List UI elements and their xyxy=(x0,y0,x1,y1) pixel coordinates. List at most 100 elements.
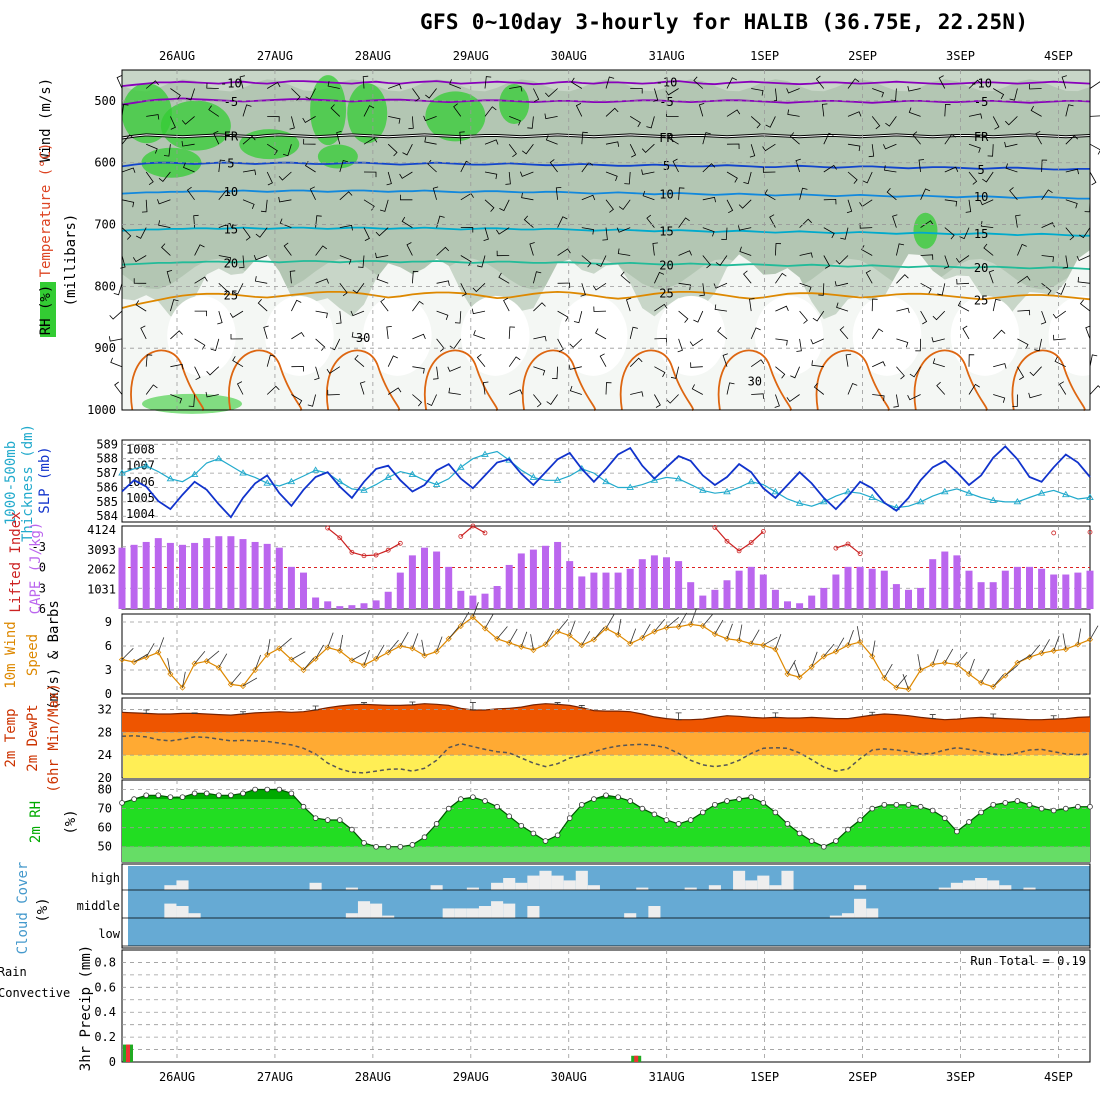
wind-barb xyxy=(483,227,489,241)
cape-bar xyxy=(650,555,658,609)
wind-barb xyxy=(242,199,255,210)
wind-barb xyxy=(775,272,787,284)
rh-marker xyxy=(228,792,234,799)
wind-barb xyxy=(551,366,558,380)
wind-barb xyxy=(379,199,389,212)
wind-barb-10m xyxy=(992,674,1004,688)
wind-barb xyxy=(847,111,862,117)
wind-barb xyxy=(336,130,342,145)
cloud-high-bar xyxy=(757,875,770,890)
thickness-tick-label: 586 xyxy=(96,480,118,494)
wind-barb xyxy=(145,384,158,395)
wind-barb xyxy=(114,381,123,395)
wind-barb xyxy=(896,307,910,314)
wind-barb xyxy=(302,116,316,124)
wind-barb xyxy=(1012,394,1018,407)
wind-barb xyxy=(388,83,402,90)
wind-barb xyxy=(194,366,201,381)
wind-barb xyxy=(1005,116,1018,126)
wind-barb xyxy=(896,366,905,380)
rh-marker xyxy=(216,792,222,799)
cape-bar xyxy=(675,561,683,609)
wind-barb xyxy=(654,303,668,312)
rh-marker xyxy=(457,796,464,802)
rh-marker xyxy=(808,838,815,844)
wind-barb-10m xyxy=(896,675,908,688)
wind-barb-10m xyxy=(182,671,186,688)
wind-barb xyxy=(599,353,607,367)
lifted-index-marker xyxy=(845,541,851,547)
wind-barb xyxy=(992,298,1001,312)
wind-barb xyxy=(672,158,679,173)
wind-barb-10m xyxy=(811,651,818,667)
date-label-top: 4SEP xyxy=(1044,49,1073,63)
rh-marker xyxy=(518,822,525,829)
rh-marker xyxy=(869,805,875,812)
wind-speed-marker xyxy=(1062,646,1069,653)
rh-marker xyxy=(542,838,549,844)
wind-barb xyxy=(533,271,542,284)
wind-barb-10m xyxy=(1053,635,1060,651)
wind-barb xyxy=(158,171,171,182)
wind-barb xyxy=(1078,227,1091,239)
wind-barb xyxy=(449,79,461,89)
thickness-marker xyxy=(336,477,344,485)
wind-speed-marker xyxy=(227,681,234,688)
wind-barb xyxy=(436,215,445,228)
wind-barb xyxy=(533,302,546,312)
cape-bar xyxy=(384,591,392,609)
wind-barb xyxy=(575,103,583,117)
cape-bar xyxy=(348,605,356,609)
isotherm-freezing-inner xyxy=(121,134,1091,139)
cape-bar xyxy=(542,545,549,609)
wind-barb xyxy=(1017,338,1029,350)
wind-barb xyxy=(799,310,808,324)
wind-barb xyxy=(799,252,813,258)
wind-barb xyxy=(121,134,134,145)
thickness-marker xyxy=(142,462,150,469)
wind-speed-marker xyxy=(566,632,573,639)
wind-barb xyxy=(484,76,492,89)
wind-barb xyxy=(871,298,878,312)
wind-speed-marker xyxy=(578,642,585,649)
cloud-high-bar xyxy=(708,885,721,890)
wind-barb-field xyxy=(108,75,1100,408)
wind-barb xyxy=(962,325,970,340)
wind-barb xyxy=(908,107,921,117)
cloud-high-bar xyxy=(309,882,322,890)
cloud-middle-bar xyxy=(829,915,842,918)
wind-barb-10m xyxy=(167,658,171,675)
wind-barb xyxy=(386,326,392,339)
thickness-marker xyxy=(795,499,804,506)
wind-barb xyxy=(652,88,659,102)
wind-barb xyxy=(968,143,981,153)
rh-marker xyxy=(191,790,198,797)
thickness-marker xyxy=(844,487,852,495)
wind-barb xyxy=(140,325,147,340)
isotherm-label: 15 xyxy=(224,222,238,236)
wind-barb xyxy=(386,171,392,186)
wind-barb xyxy=(116,75,123,89)
wind-barb xyxy=(309,186,316,200)
rh-marker xyxy=(433,821,440,827)
wind-barb xyxy=(823,164,837,173)
isotherm-label: -5 xyxy=(659,95,673,109)
wind-barb xyxy=(630,88,643,94)
wind-speed-marker xyxy=(796,674,803,681)
wind-barb-10m xyxy=(194,651,206,664)
ylabel-cape: CAPE (J/kg) xyxy=(28,522,44,615)
wind-barb xyxy=(868,144,875,158)
wind-barb-10m xyxy=(823,643,835,657)
cloud-middle-bar xyxy=(357,901,371,918)
rh-moist-blob xyxy=(142,393,242,414)
wind-barb xyxy=(1041,282,1052,295)
wind-barb xyxy=(920,188,931,200)
wind-barb xyxy=(722,353,728,367)
wind-barb-10m xyxy=(726,623,733,639)
wind-barb xyxy=(1035,130,1042,145)
wind-barb xyxy=(110,357,123,368)
wind-barb-10m xyxy=(678,612,687,627)
wind-barb xyxy=(629,357,643,367)
wind-barb xyxy=(520,171,534,177)
wind-barb xyxy=(161,243,171,256)
